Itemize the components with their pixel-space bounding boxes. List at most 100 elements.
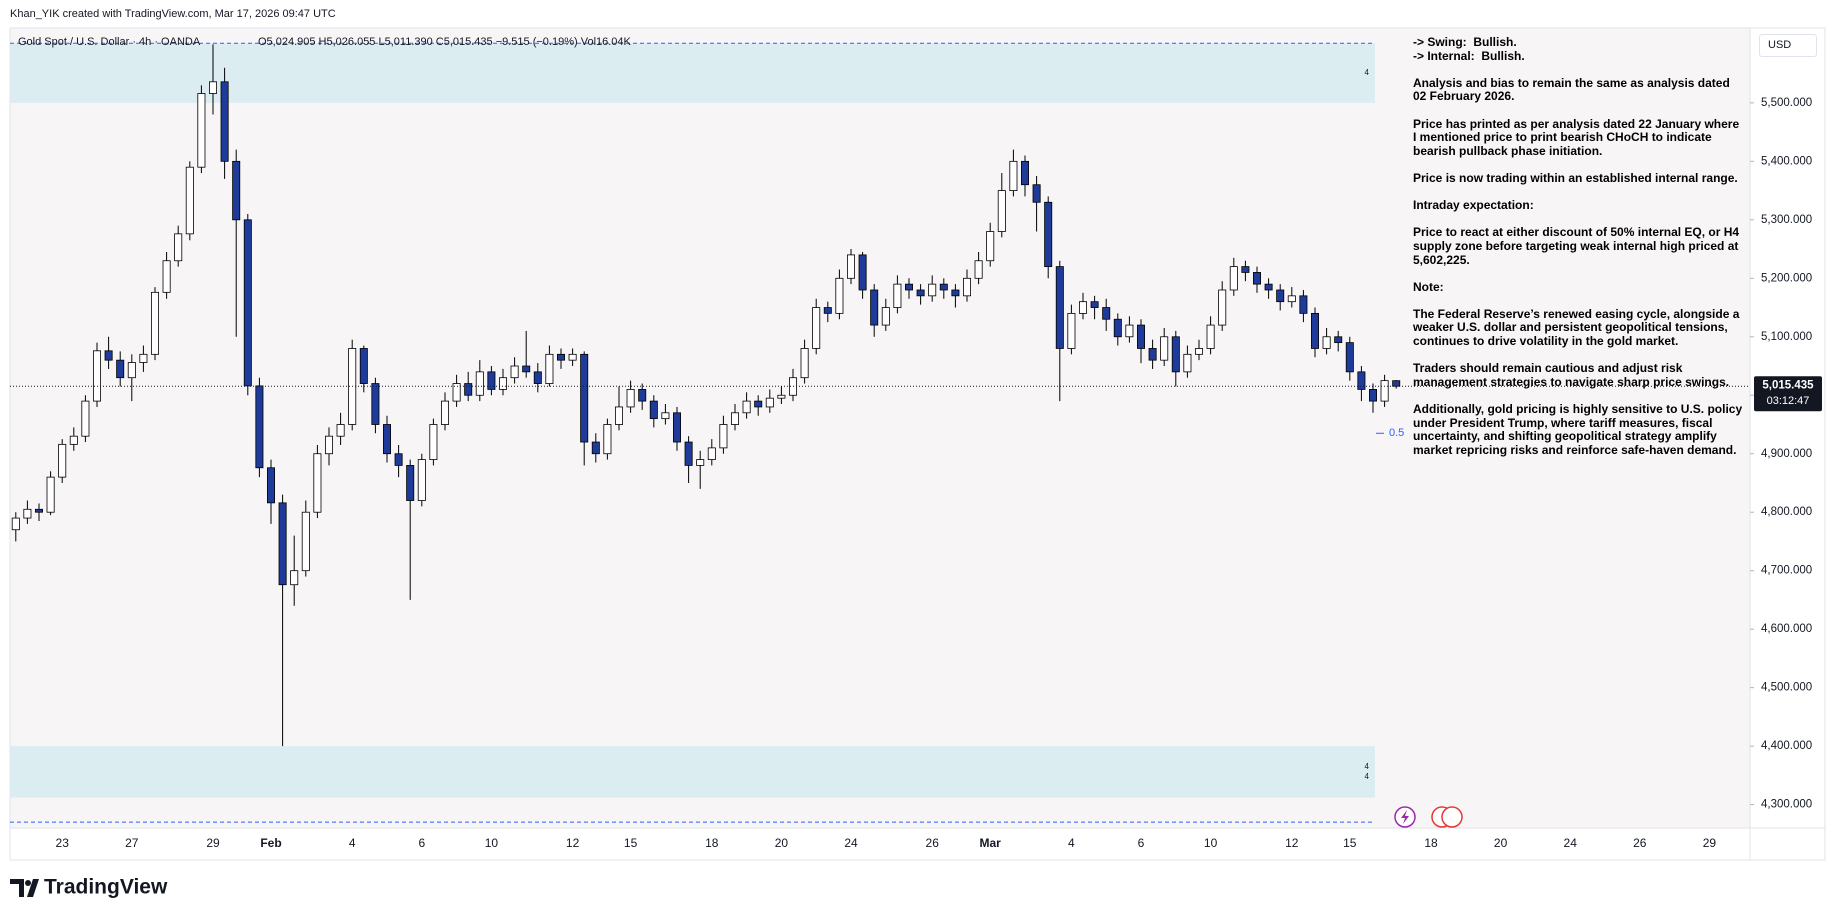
overlays: 4,300.000 4,400.000 4,500.000 4,600.000 4,70… <box>10 97 1822 850</box>
x-tick-label: 20 <box>775 836 789 850</box>
x-tick-label: 24 <box>1564 836 1578 850</box>
candle-body <box>557 353 565 361</box>
candle-body <box>325 435 333 455</box>
candle-body <box>1195 348 1203 355</box>
candle-body <box>1392 380 1401 387</box>
candle-body <box>986 231 995 262</box>
candle-body <box>255 385 264 469</box>
note-block: Price is now trading within an establish… <box>1413 170 1743 186</box>
x-tick-label: 29 <box>1703 836 1717 850</box>
candle-body <box>1253 272 1261 285</box>
x-tick-label: Feb <box>260 836 281 850</box>
y-tick-label: 4,300.000 <box>1761 799 1812 811</box>
note-block: Traders should remain cautious and adjus… <box>1413 361 1743 389</box>
candle-body <box>603 424 612 455</box>
candle-body <box>510 365 519 379</box>
candle-body <box>301 511 310 572</box>
candle-body <box>162 260 171 293</box>
note-block: Intraday expectation: <box>1413 199 1743 213</box>
x-tick-label: 20 <box>1494 836 1508 850</box>
x-tick-label: 18 <box>705 836 719 850</box>
candle-body <box>1369 389 1377 402</box>
candle-body <box>905 283 913 291</box>
candle-body <box>928 283 937 297</box>
candle-body <box>499 377 507 390</box>
candle-body <box>93 350 101 402</box>
candle-body <box>359 348 368 384</box>
candle-body <box>870 289 879 326</box>
candle-body <box>800 348 809 379</box>
zone-label: 4 <box>1365 762 1370 771</box>
note-line: Price has printed as per analysis dated … <box>1413 116 1743 158</box>
logo-dot <box>25 880 31 886</box>
candle-body <box>406 465 415 501</box>
candle-body <box>278 502 287 586</box>
lightning <box>1401 810 1409 824</box>
candle-body <box>46 476 55 513</box>
flag-icon[interactable] <box>1441 806 1463 828</box>
candle-body <box>731 412 739 425</box>
note-line: Price is now trading within an establish… <box>1413 170 1738 185</box>
candle-body <box>1148 348 1157 361</box>
candle-body <box>1079 301 1087 314</box>
note-line: -> Swing: Bullish. <box>1413 35 1517 49</box>
x-tick-label: 29 <box>206 836 220 850</box>
candle-body <box>1264 283 1273 291</box>
candle-body <box>1021 160 1029 186</box>
candle-body <box>127 362 136 379</box>
candle-body <box>545 353 554 384</box>
note-block: -> Swing: Bullish. -> Internal: Bullish. <box>1413 35 1743 63</box>
candle-body <box>916 289 925 297</box>
candle-body <box>1334 336 1343 344</box>
candle-body <box>475 371 484 396</box>
header-text: Khan_YIK created with TradingView.com, M… <box>10 8 336 20</box>
candle-body <box>452 383 461 402</box>
x-tick-label: 23 <box>56 836 70 850</box>
currency-button[interactable]: USD <box>1759 34 1817 57</box>
candle-body <box>151 291 159 355</box>
candle-body <box>174 233 183 262</box>
candle-body <box>777 394 786 399</box>
candle-body <box>1357 371 1366 390</box>
x-tick-label: 12 <box>1285 836 1299 850</box>
candle-body <box>267 467 275 504</box>
candle-body <box>615 406 623 425</box>
note-line: Additionally, gold pricing is highly sen… <box>1413 402 1743 457</box>
candle-body <box>1345 342 1354 373</box>
y-tick-label: 4,900.000 <box>1761 448 1812 460</box>
candle-body <box>394 453 403 466</box>
x-tick-label: 26 <box>1633 836 1647 850</box>
chart-frame <box>9 27 1826 861</box>
y-tick-label: 5,500.000 <box>1761 97 1812 109</box>
candle-body <box>591 441 600 455</box>
candle-body <box>69 435 78 445</box>
candle-body <box>487 371 496 390</box>
zone-label: 4 <box>1365 772 1370 781</box>
candle-body <box>1218 289 1227 326</box>
candle-body <box>661 412 670 420</box>
note-block: Note: <box>1413 280 1743 295</box>
note-line: The Federal Reserve’s renewed easing cyc… <box>1413 306 1743 349</box>
candle-body <box>11 517 20 531</box>
x-tick-label: 15 <box>624 836 638 850</box>
y-tick-label: 4,400.000 <box>1761 740 1812 752</box>
candle-body <box>638 389 647 402</box>
candle-body <box>1102 307 1111 320</box>
candle-body <box>441 400 449 425</box>
candle-body <box>568 353 577 361</box>
x-tick-label: 12 <box>566 836 580 850</box>
y-tick-label: 5,200.000 <box>1761 272 1812 284</box>
x-tick-label: 18 <box>1424 836 1438 850</box>
last-price-label: 5,015.435 <box>1762 379 1814 391</box>
note-block: Additionally, gold pricing is highly sen… <box>1413 402 1743 457</box>
candle-body <box>754 400 763 408</box>
candle-body <box>464 383 473 396</box>
candle-body <box>220 81 229 162</box>
note-line: Traders should remain cautious and adjus… <box>1413 361 1730 389</box>
note-block: Price to react at either discount of 50%… <box>1413 226 1743 267</box>
symbol-title: Gold Spot / U.S. Dollar · 4h · OANDA <box>18 36 201 48</box>
x-tick-label: 15 <box>1343 836 1357 850</box>
candle-body <box>1311 312 1319 349</box>
y-tick-label: 5,300.000 <box>1761 214 1812 226</box>
